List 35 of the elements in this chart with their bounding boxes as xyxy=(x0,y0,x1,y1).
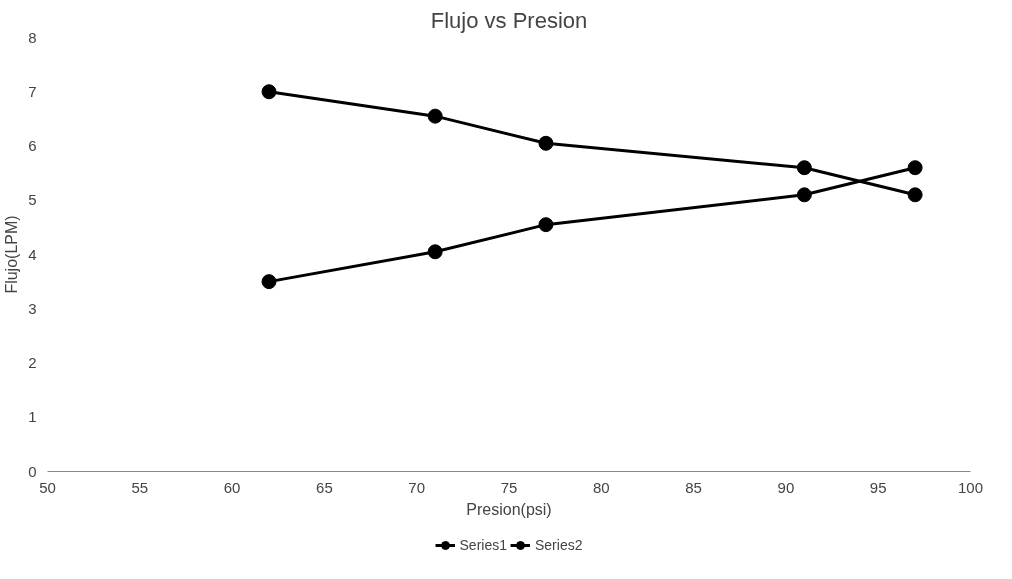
y-tick-label: 3 xyxy=(28,299,37,317)
point xyxy=(261,84,277,100)
point xyxy=(538,217,554,233)
legend-label: Series1 xyxy=(459,537,507,553)
x-tick-label: 100 xyxy=(957,478,984,496)
y-tick-label: 7 xyxy=(28,82,37,100)
x-axis-title: Presion(psi) xyxy=(466,500,552,518)
x-tick-label: 65 xyxy=(316,478,333,496)
point xyxy=(538,135,554,151)
y-axis-title: Flujo(LPM) xyxy=(3,215,21,294)
point xyxy=(907,187,923,203)
y-tick-label: 5 xyxy=(28,191,37,209)
legend-label: Series2 xyxy=(535,537,583,553)
x-tick-label: 60 xyxy=(223,478,241,496)
point xyxy=(427,244,443,260)
y-tick-label: 4 xyxy=(28,245,37,263)
x-tick-label: 90 xyxy=(777,478,795,496)
y-tick-label: 0 xyxy=(28,462,37,480)
point xyxy=(796,160,812,176)
y-tick-label: 8 xyxy=(28,28,37,46)
point xyxy=(796,187,812,203)
x-tick-label: 70 xyxy=(408,478,426,496)
y-tick-label: 1 xyxy=(28,408,37,426)
chart-title: Flujo vs Presion xyxy=(430,7,588,33)
x-tick-label: 55 xyxy=(131,478,149,496)
y-tick-label: 2 xyxy=(28,354,37,371)
x-tick-label: 50 xyxy=(39,478,56,496)
point xyxy=(907,160,923,176)
x-tick-label: 95 xyxy=(869,478,887,496)
x-tick-label: 75 xyxy=(500,478,518,496)
x-tick-label: 85 xyxy=(685,478,702,496)
point xyxy=(261,274,277,290)
x-tick-label: 80 xyxy=(592,478,610,496)
y-tick-label: 6 xyxy=(28,137,37,154)
point xyxy=(427,108,443,124)
